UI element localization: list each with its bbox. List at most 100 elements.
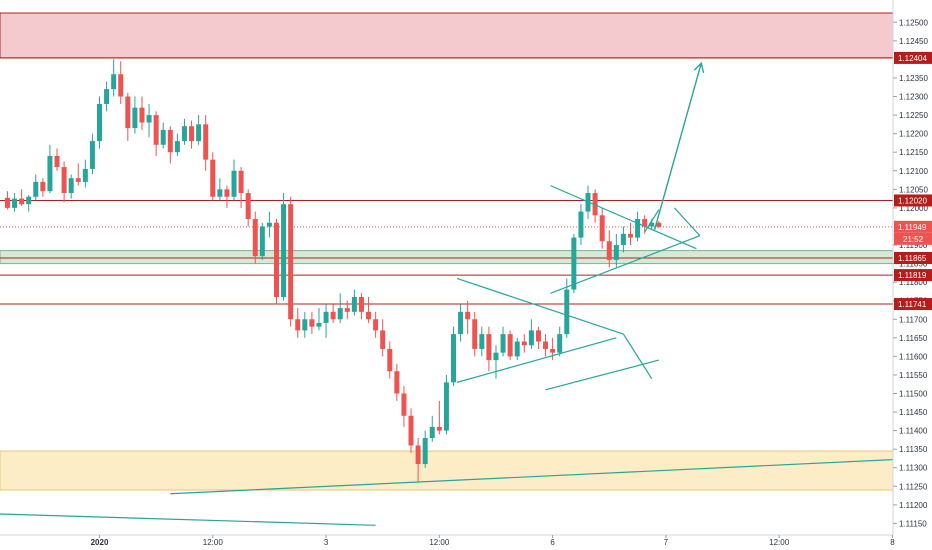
price-tick-label: 1.11850 xyxy=(899,260,928,269)
price-tick-label: 1.11650 xyxy=(899,334,928,343)
time-tick-label: 3 xyxy=(324,538,329,547)
time-tick-label: 12:00 xyxy=(203,538,224,547)
price-tick-label: 1.12250 xyxy=(899,111,928,120)
candle-body xyxy=(351,296,357,312)
candle-body xyxy=(302,319,308,331)
candle-body xyxy=(415,445,421,465)
trend-line xyxy=(673,207,701,237)
countdown-tag xyxy=(894,232,932,245)
candle-body xyxy=(387,348,393,372)
price-tick-label: 1.12500 xyxy=(899,18,928,27)
time-tick-label: 2020 xyxy=(91,538,109,547)
price-tick-label: 1.11600 xyxy=(899,352,928,361)
trend-line xyxy=(550,235,701,294)
candle-body xyxy=(521,341,527,346)
candle-body xyxy=(394,371,400,394)
candle-body xyxy=(380,330,386,349)
price-tick-label: 1.12300 xyxy=(899,93,928,102)
price-tick-label: 1.11300 xyxy=(899,464,928,473)
candle-body xyxy=(443,382,449,431)
candle-body xyxy=(429,426,435,439)
candle-body xyxy=(26,196,32,205)
price-tick-label: 1.11350 xyxy=(899,445,928,454)
candle-body xyxy=(118,74,124,97)
candle-body xyxy=(160,129,166,145)
candle-body xyxy=(104,89,110,104)
candle-body xyxy=(436,426,442,431)
candle-body xyxy=(245,193,251,220)
price-tick-label: 1.12050 xyxy=(899,185,928,194)
candle-body xyxy=(139,107,145,123)
time-axis[interactable]: 12:00202012:00312:006712:00812:00912:001… xyxy=(0,534,932,550)
candle-body xyxy=(620,233,626,246)
current-price-label: 1.11949 xyxy=(898,223,927,232)
candle-body xyxy=(578,211,584,238)
candle-body xyxy=(323,311,329,323)
level-price-tag xyxy=(894,298,932,311)
trend-line xyxy=(550,185,697,250)
level-price-tag-label: 1.12404 xyxy=(898,54,927,63)
candle-body xyxy=(599,215,605,242)
candle-body xyxy=(61,167,67,194)
candle-body xyxy=(146,115,152,123)
level-layer xyxy=(0,57,893,305)
candle-body xyxy=(153,115,159,145)
zone-rect xyxy=(0,450,894,491)
candle-body xyxy=(507,334,513,357)
candle-body xyxy=(54,155,60,168)
candle-body xyxy=(174,141,180,153)
candle-body xyxy=(203,124,209,160)
candle-body xyxy=(649,222,655,227)
candle-body xyxy=(628,233,633,238)
current-price-tag xyxy=(894,220,932,233)
candle-body xyxy=(528,330,534,346)
candle-body xyxy=(259,226,265,257)
price-tick-label: 1.11250 xyxy=(899,482,928,491)
level-price-tag-label: 1.11819 xyxy=(898,271,927,280)
candle-body xyxy=(40,181,46,192)
candle-body xyxy=(606,241,612,260)
zone-rect xyxy=(0,12,894,59)
trend-line xyxy=(456,337,617,383)
candle-body xyxy=(132,107,138,129)
price-tick-label: 1.12450 xyxy=(899,37,928,46)
candle-body xyxy=(465,311,471,320)
candle-body xyxy=(514,341,520,357)
candle-body xyxy=(401,393,407,416)
level-price-tag xyxy=(894,252,932,265)
candle-body xyxy=(535,330,541,342)
candle-body xyxy=(288,204,294,320)
level-price-tag xyxy=(894,269,932,282)
candle-body xyxy=(210,159,216,197)
candle-body xyxy=(656,222,662,227)
candle-body xyxy=(543,341,549,349)
candle-body xyxy=(316,322,322,327)
candle-body xyxy=(635,219,641,238)
candle-body xyxy=(479,334,485,349)
candle-body xyxy=(19,198,25,205)
price-tick-label: 1.11400 xyxy=(899,427,928,436)
price-tick-label: 1.11500 xyxy=(899,390,928,399)
candle-body xyxy=(89,141,95,169)
level-price-tag-label: 1.11741 xyxy=(898,300,927,309)
candle-body xyxy=(557,334,563,353)
candle-body xyxy=(358,296,364,312)
candle-body xyxy=(366,311,372,320)
price-tick-label: 1.11900 xyxy=(899,241,928,250)
candle-body xyxy=(97,103,102,142)
candle-body xyxy=(224,189,230,197)
time-axis-bg xyxy=(0,535,893,550)
countdown-label: 21:52 xyxy=(903,235,924,244)
candle-body xyxy=(217,189,223,197)
candle-body xyxy=(12,198,18,208)
candle-body xyxy=(550,348,556,353)
candle-body xyxy=(196,124,202,142)
time-tick-label: 12:00 xyxy=(429,538,450,547)
level-price-tag xyxy=(894,51,932,64)
candle-body xyxy=(373,319,379,331)
price-tick-label: 1.11450 xyxy=(899,408,928,417)
candle-body xyxy=(47,155,53,192)
candle-body xyxy=(281,204,287,297)
zone-layer xyxy=(0,12,894,491)
